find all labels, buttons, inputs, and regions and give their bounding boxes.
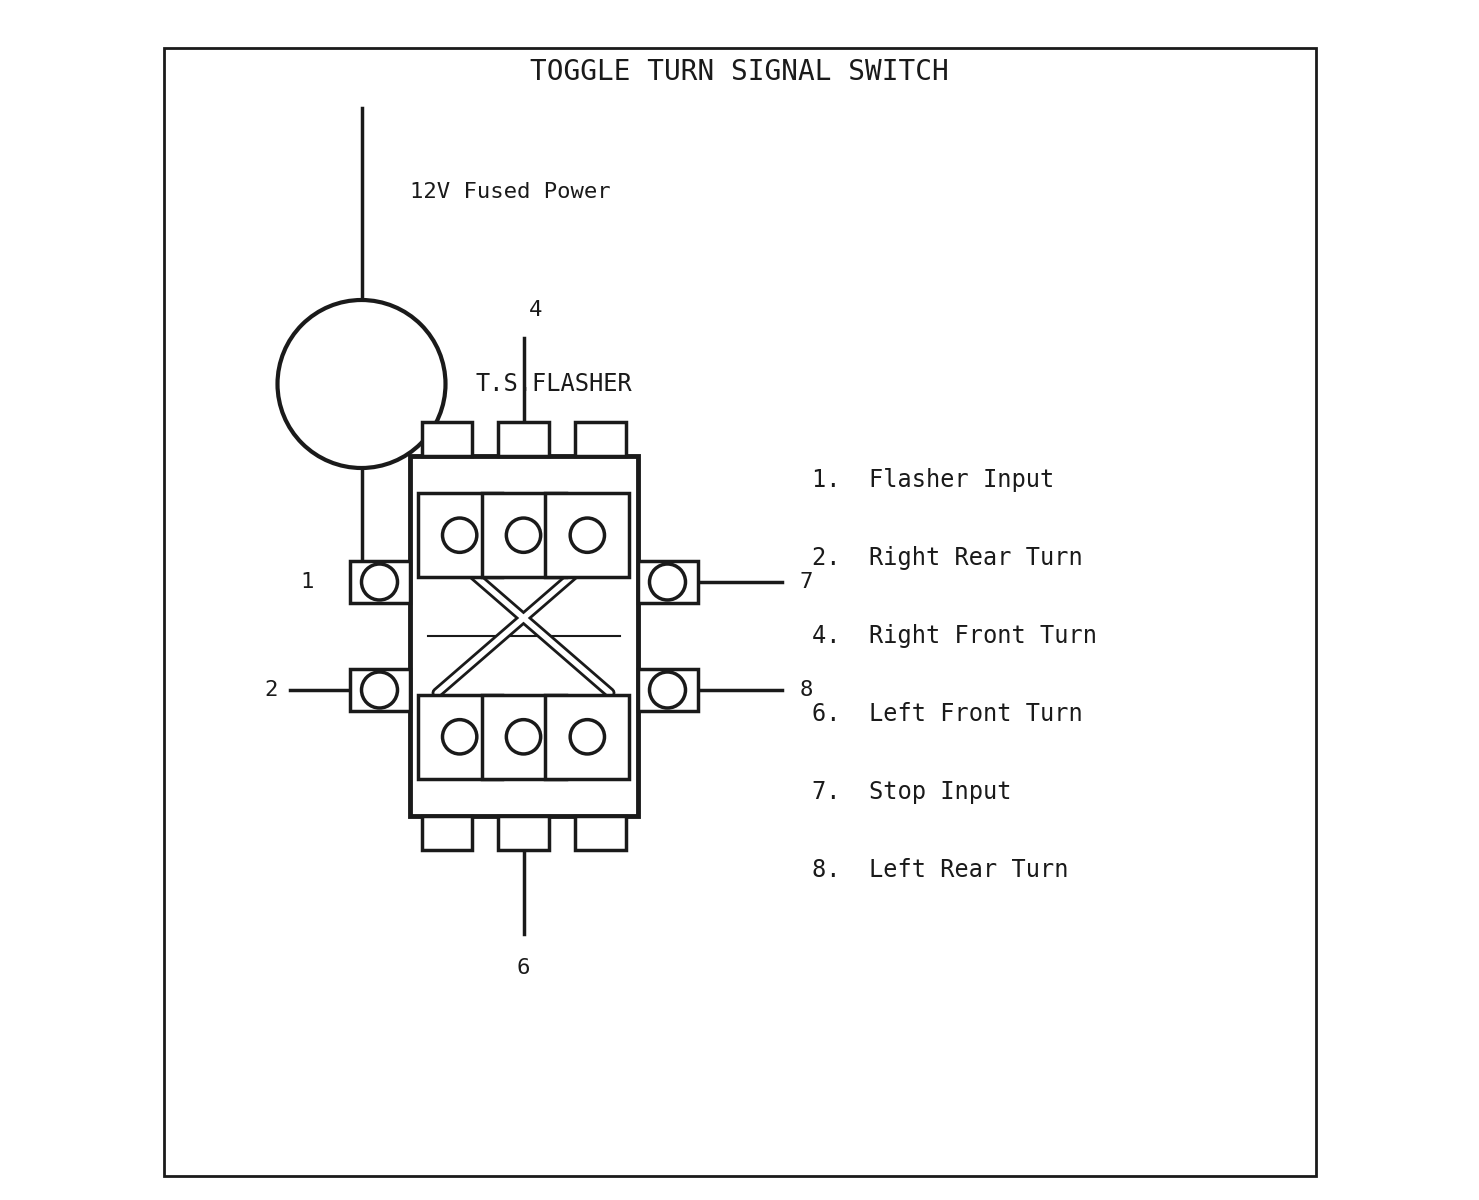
Bar	[349, 560, 410, 602]
Bar	[498, 422, 549, 456]
Circle shape	[649, 564, 685, 600]
Circle shape	[571, 518, 605, 552]
Text: 8.  Left Rear Turn: 8. Left Rear Turn	[812, 858, 1068, 882]
Circle shape	[361, 672, 398, 708]
Bar	[417, 695, 501, 779]
Circle shape	[649, 672, 685, 708]
Bar	[575, 816, 626, 850]
Text: 7.  Stop Input: 7. Stop Input	[812, 780, 1012, 804]
Text: 4.  Right Front Turn: 4. Right Front Turn	[812, 624, 1096, 648]
Text: 7: 7	[800, 572, 813, 592]
Bar	[575, 422, 626, 456]
Text: 1: 1	[300, 572, 314, 592]
Bar	[498, 816, 549, 850]
Circle shape	[442, 518, 476, 552]
Bar	[349, 670, 410, 710]
Text: TOGGLE TURN SIGNAL SWITCH: TOGGLE TURN SIGNAL SWITCH	[529, 58, 950, 86]
Circle shape	[571, 720, 605, 754]
Bar	[422, 422, 472, 456]
Bar	[637, 670, 698, 710]
Bar	[546, 695, 630, 779]
Circle shape	[278, 300, 445, 468]
Text: 2.  Right Rear Turn: 2. Right Rear Turn	[812, 546, 1083, 570]
Text: 8: 8	[800, 680, 813, 700]
Bar	[482, 493, 565, 577]
Text: 6: 6	[516, 958, 529, 978]
Text: 1.  Flasher Input: 1. Flasher Input	[812, 468, 1053, 492]
Bar	[417, 493, 501, 577]
Bar	[482, 695, 565, 779]
Bar	[422, 816, 472, 850]
Circle shape	[506, 720, 541, 754]
Circle shape	[506, 518, 541, 552]
Text: 6.  Left Front Turn: 6. Left Front Turn	[812, 702, 1083, 726]
Bar	[410, 456, 637, 816]
Text: 2: 2	[265, 680, 278, 700]
Circle shape	[442, 720, 476, 754]
Text: 12V Fused Power: 12V Fused Power	[410, 182, 611, 202]
Circle shape	[361, 564, 398, 600]
Text: 4: 4	[529, 300, 543, 320]
Text: T.S.FLASHER: T.S.FLASHER	[476, 372, 632, 396]
Bar	[546, 493, 630, 577]
Bar	[637, 560, 698, 602]
